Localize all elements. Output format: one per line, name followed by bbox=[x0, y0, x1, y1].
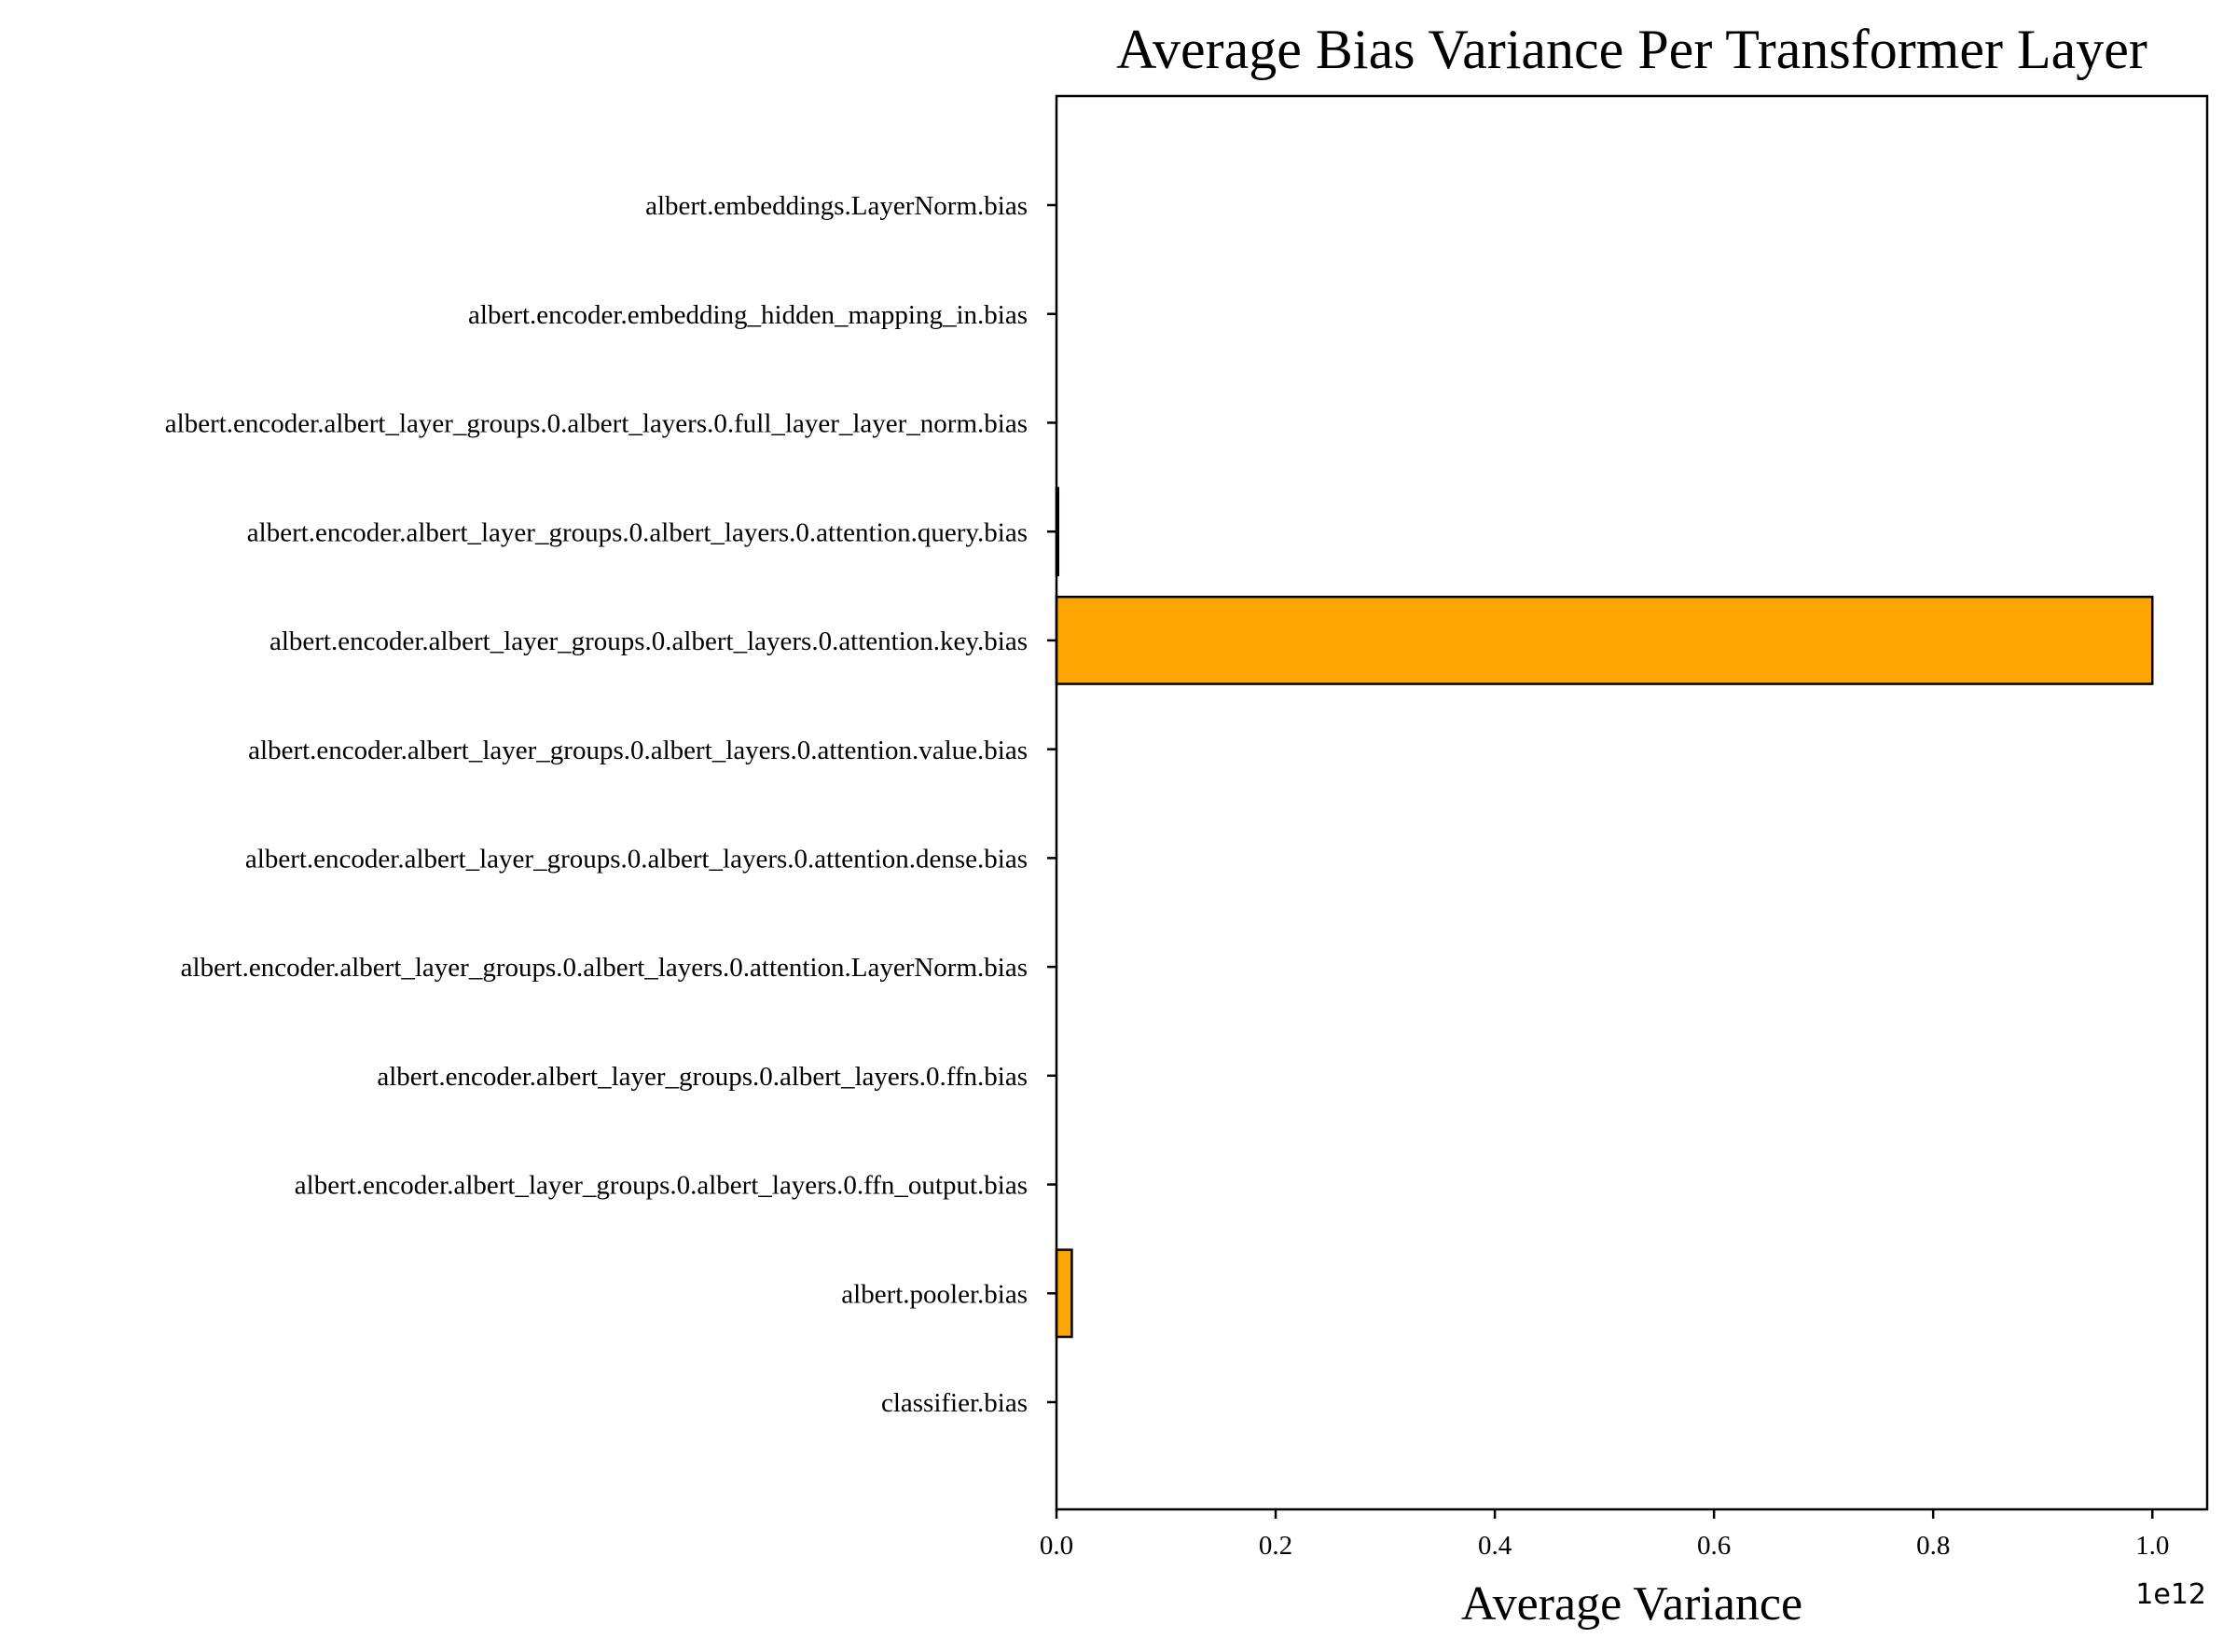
bar bbox=[1055, 1248, 1073, 1339]
y-tick-label: albert.encoder.albert_layer_groups.0.alb… bbox=[245, 845, 1028, 874]
y-tick-label: albert.encoder.albert_layer_groups.0.alb… bbox=[295, 1171, 1028, 1201]
x-tick-label: 1.0 bbox=[2135, 1531, 2169, 1561]
x-tick-label: 0.6 bbox=[1697, 1531, 1731, 1561]
bars-layer bbox=[1055, 487, 2154, 1339]
y-tick-label: albert.encoder.albert_layer_groups.0.alb… bbox=[247, 517, 1028, 547]
bar bbox=[1055, 595, 2154, 685]
x-tick-label: 0.2 bbox=[1259, 1531, 1292, 1561]
x-axis: 0.0 0.2 0.4 0.6 0.8 1.0 bbox=[1040, 1509, 2169, 1561]
x-tick-label: 0.4 bbox=[1478, 1531, 1512, 1561]
x-tick-label: 0.0 bbox=[1040, 1531, 1073, 1561]
x-axis-offset-label: 1e12 bbox=[2135, 1578, 2206, 1611]
y-tick-label: albert.encoder.albert_layer_groups.0.alb… bbox=[165, 409, 1028, 439]
y-tick-label: albert.encoder.albert_layer_groups.0.alb… bbox=[269, 626, 1028, 656]
y-tick-label: albert.encoder.albert_layer_groups.0.alb… bbox=[181, 953, 1028, 983]
y-tick-label: albert.encoder.albert_layer_groups.0.alb… bbox=[377, 1062, 1028, 1092]
y-tick-label: albert.pooler.bias bbox=[841, 1279, 1028, 1309]
x-axis-label: Average Variance bbox=[1461, 1577, 1802, 1631]
y-tick-label: albert.encoder.embedding_hidden_mapping_… bbox=[468, 300, 1028, 330]
x-tick-label: 0.8 bbox=[1916, 1531, 1950, 1561]
chart-title: Average Bias Variance Per Transformer La… bbox=[1116, 19, 2147, 80]
y-axis: albert.embeddings.LayerNorm.bias albert.e… bbox=[165, 191, 1056, 1418]
y-tick-label: classifier.bias bbox=[881, 1388, 1028, 1418]
y-tick-label: albert.encoder.albert_layer_groups.0.alb… bbox=[248, 736, 1028, 765]
y-tick-label: albert.embeddings.LayerNorm.bias bbox=[645, 191, 1028, 221]
plot-frame bbox=[1055, 94, 2209, 1511]
